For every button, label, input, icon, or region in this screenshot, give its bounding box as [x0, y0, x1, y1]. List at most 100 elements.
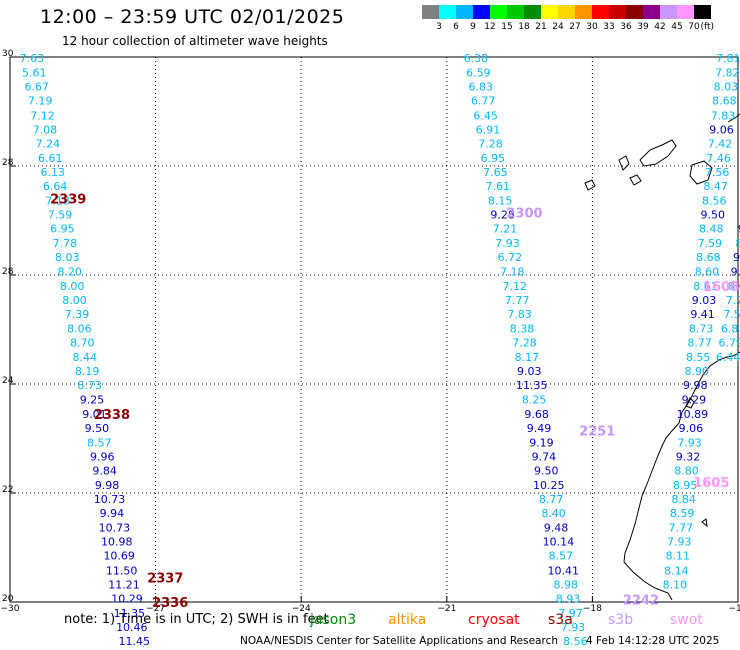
pass-time-label: 2338	[94, 408, 130, 423]
wave-height-value: 7.93	[561, 621, 586, 634]
wave-height-value: 6.83	[469, 80, 494, 93]
wave-height-value: 8.00	[62, 294, 87, 307]
wave-height-value: 7.82	[715, 66, 740, 79]
wave-height-value: 5.61	[22, 66, 47, 79]
wave-height-value: 7.93	[667, 536, 692, 549]
wave-height-value: 7.56	[723, 308, 740, 321]
wave-height-value: 8.77	[687, 337, 712, 350]
canary-island-tenerife	[639, 139, 677, 167]
wave-height-value: 10.25	[533, 479, 565, 492]
wave-height-value: 8.98	[553, 579, 578, 592]
pass-time-label: 16	[739, 83, 740, 98]
western-sahara-inlet	[685, 397, 695, 409]
wave-height-value: 6.45	[473, 109, 498, 122]
wave-height-value: 6.44	[716, 351, 740, 364]
wave-height-value: 10.41	[548, 564, 580, 577]
wave-height-value: 7.81	[716, 52, 740, 65]
wave-height-value: 8.68	[712, 95, 737, 108]
colorbar-tick-label: 18	[518, 22, 530, 32]
wave-height-value: 8.68	[696, 251, 721, 264]
wave-height-value: 7.97	[558, 607, 583, 620]
africa-coastline	[623, 351, 740, 601]
wave-height-value: 9.32	[676, 450, 701, 463]
wave-height-value: 10.46	[116, 621, 148, 634]
wave-height-value: 10.69	[103, 550, 135, 563]
wave-height-value: 6.95	[50, 223, 75, 236]
wave-height-value: 9.49	[527, 422, 552, 435]
wave-height-value: 7.65	[483, 166, 508, 179]
wave-height-value: 10.73	[94, 493, 126, 506]
wave-height-value: 7.63	[20, 52, 45, 65]
colorbar-tick-label: 3	[436, 22, 442, 32]
wave-height-value: 8.95	[673, 479, 698, 492]
x-tick-label: −18	[583, 604, 602, 614]
colorbar-swatch	[626, 5, 643, 19]
wave-height-value: 9.84	[92, 465, 117, 478]
wave-height-value: 6.83	[721, 322, 740, 335]
wave-height-value: 8.73	[77, 379, 102, 392]
colorbar-tick-label: 33	[603, 22, 614, 32]
wave-height-value: 8.03	[714, 80, 739, 93]
wave-height-value: 7.93	[495, 237, 520, 250]
wave-height-value: 8.40	[541, 507, 566, 520]
colorbar-swatch	[575, 5, 592, 19]
wave-height-value: 6.38	[464, 52, 489, 65]
wave-height-value: 7.12	[502, 280, 527, 293]
wave-height-value: 8.73	[689, 322, 714, 335]
wave-height-value: 9.98	[95, 479, 120, 492]
wave-height-value: 9.07	[733, 251, 740, 264]
colorbar-tick-label: 21	[535, 22, 546, 32]
generation-timestamp: 4 Feb 14:12:28 UTC 2025	[586, 635, 720, 647]
colorbar-tick-label: 30	[586, 22, 598, 32]
pass-time-label: 1605	[693, 476, 729, 491]
wave-height-value: 8.60	[695, 266, 720, 279]
wave-height-value: 8.19	[75, 365, 100, 378]
wave-height-value: 8.06	[67, 322, 92, 335]
colorbar-swatch	[439, 5, 456, 19]
wave-height-value: 8.03	[55, 251, 80, 264]
wave-height-value: 6.95	[481, 152, 506, 165]
wave-height-value: 9.50	[85, 422, 110, 435]
wave-height-value: 8.38	[510, 322, 535, 335]
wave-height-value: 9.41	[690, 308, 715, 321]
wave-height-value: 9.49	[738, 223, 740, 236]
source-cryosat: cryosat	[468, 612, 520, 628]
colorbar-swatch	[660, 5, 677, 19]
canary-island-gomera	[629, 174, 642, 186]
wave-height-value: 9.28	[490, 209, 515, 222]
source-s3b: s3b	[608, 612, 634, 628]
wave-height-value: 7.46	[706, 152, 731, 165]
wave-height-value: 7.59	[698, 237, 723, 250]
wave-height-value: 7.59	[48, 209, 73, 222]
wave-height-value: 6.61	[38, 152, 63, 165]
colorbar-tick-label: 6	[453, 22, 459, 32]
page-title: 12:00 – 23:59 UTC 02/01/2025	[40, 6, 345, 28]
wave-height-value: 7.61	[486, 180, 511, 193]
satellite-source-legend: jason3 altika cryosat s3a s3b swot	[0, 612, 740, 630]
wave-height-value: 7.19	[28, 95, 53, 108]
pass-time-label: 2336	[152, 596, 188, 611]
wave-height-value: 7.83	[507, 308, 532, 321]
wave-height-value: 11.45	[118, 635, 150, 648]
wave-height-value: 7.42	[708, 138, 733, 151]
colorbar-tick-label: 9	[470, 22, 476, 32]
chart-axes: −30 −27 −24 −21 −18 −15 20 22 24 28 28 30	[1, 49, 740, 614]
wave-height-value: 8.48	[699, 223, 724, 236]
wave-height-value: 7.56	[705, 166, 730, 179]
colorbar-tick-label: 27	[569, 22, 580, 32]
wave-height-value: 8.70	[70, 337, 95, 350]
y-tick-label: 28	[2, 267, 14, 277]
wave-height-value: 7.28	[512, 337, 537, 350]
wave-height-value: 8.03	[728, 280, 740, 293]
colorbar-tick-label: 15	[501, 22, 512, 32]
canary-island-la-palma	[618, 155, 630, 171]
wave-height-value: 6.13	[40, 166, 65, 179]
wave-height-value: 9.48	[544, 521, 569, 534]
wave-height-labels: 7.635.616.677.197.127.087.246.616.136.64…	[20, 52, 740, 650]
wave-height-value: 9.50	[701, 209, 726, 222]
canary-island-hierro	[584, 179, 596, 191]
wave-height-value: 8.15	[488, 194, 513, 207]
wave-height-value: 7.18	[500, 266, 525, 279]
wave-height-value: 7.78	[53, 237, 78, 250]
